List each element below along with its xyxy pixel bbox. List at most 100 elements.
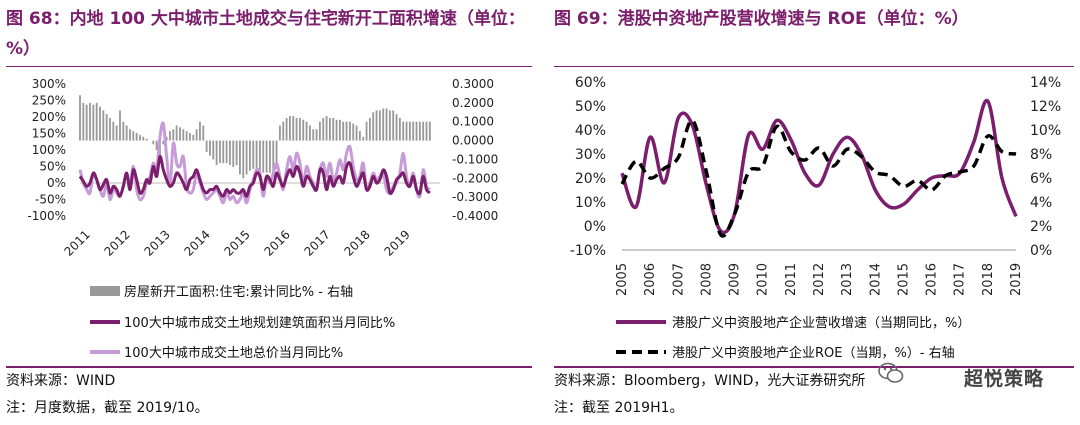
x-axis-tick-label: 2013 [840,263,855,296]
right-axis-tick-label: 14% [1030,75,1061,91]
left-axis-tick-label: 20% [575,171,606,187]
legend-label: 100大中城市成交土地总价当月同比% [124,345,343,361]
right-axis-tick-label: 6% [1030,171,1052,187]
bar [175,125,178,141]
right-axis-tick-label: 10% [1030,123,1061,139]
bar [155,140,158,150]
bar [318,121,321,141]
bar [412,121,415,141]
x-axis-tick-label: 2013 [141,227,172,258]
bar [192,134,195,141]
bar [365,121,368,141]
bar [269,140,271,173]
left-axis-tick-label: -100% [27,209,66,223]
bar [385,108,388,141]
right-figure-panel: 图 69：港股中资地产股营收增速与 ROE（单位：%） 60% 50% 40% 30%… [548,0,1080,425]
x-axis-tick-label: 2018 [981,263,996,296]
bar [375,110,378,141]
left-axis-tick-label: 200% [32,110,66,124]
right-axis-tick-label: 0.2000 [452,96,494,110]
left-axis-tick-label: -50% [35,193,66,207]
bar [105,114,108,141]
bar [402,121,405,141]
left-title-rule [6,66,532,67]
bar [129,129,131,141]
left-axis-tick-label: 300% [32,77,66,91]
bar [85,104,88,141]
x-axis-tick-label: 2006 [643,263,658,296]
bar [418,121,421,141]
bar [265,140,268,173]
bar [222,140,225,164]
bar [378,110,381,141]
x-axis-tick-label: 2014 [868,263,883,296]
bar [172,129,175,141]
bar [189,133,191,141]
bar [335,119,338,141]
legend-label: 港股广义中资股地产企业ROE（当期，%）- 右轴 [672,345,955,361]
bar [162,140,165,145]
left-axis-tick-label: 50% [39,160,66,174]
bar [219,140,221,164]
bar [109,117,111,141]
right-source: 资料来源：Bloomberg，WIND，光大证券研究所 [554,373,866,389]
series-line-revenue-growth [620,98,1018,235]
bar [305,121,308,141]
left-note: 注：月度数据，截至 2019/10。 [6,400,209,416]
right-axis-tick-label: -0.1000 [452,152,498,166]
bar [82,102,85,141]
right-axis-tick-label: 0.3000 [452,77,494,91]
x-axis-tick-label: 2010 [756,263,771,296]
bar [312,129,315,141]
bar [232,140,235,167]
right-axis-tick-label: 8% [1030,147,1052,163]
bar [325,116,328,141]
bar [405,121,408,141]
left-axis-tick-label: -10% [570,243,606,259]
x-axis-tick-label: 2014 [181,227,212,258]
bar [345,121,348,141]
bar [135,133,138,141]
left-axis-tick-label: 100% [32,143,66,157]
bar [132,131,135,141]
left-figure-title: 图 68：内地 100 大中城市土地成交与住宅新开工面积增速（单位：%） [6,9,525,59]
x-axis-tick-label: 2019 [1009,263,1024,296]
bar [348,121,351,141]
bar [315,129,318,141]
wechat-logo-icon [878,362,904,383]
bar [279,125,281,141]
bar [235,140,238,166]
bar [205,140,208,152]
right-chart: 60% 50% 40% 30% 20% 10% 0% -10% 14% 12% 10% 8% 6% 4% 2… [570,75,1061,361]
bar [242,140,245,179]
bar [422,121,425,141]
x-axis-tick-label: 2012 [101,227,132,258]
right-note: 注：截至 2019H1。 [554,400,684,416]
left-figure-panel: 图 68：内地 100 大中城市土地成交与住宅新开工面积增速（单位：%） 300… [6,9,532,416]
bar [99,106,101,141]
bar [259,140,261,171]
left-axis-tick-label: 0% [47,176,66,190]
bar [139,134,141,141]
bar [199,121,201,141]
bar [89,102,91,141]
right-axis-tick-label: 0.1000 [452,115,494,129]
bar [229,140,231,166]
bar [382,108,385,141]
bar [245,140,248,175]
bar [95,102,98,141]
bar [122,121,125,141]
x-axis-tick-label: 2015 [221,227,252,258]
x-axis-tick-label: 2007 [671,263,686,296]
bar [112,121,115,141]
bar [395,114,398,141]
bar [302,119,305,141]
bar [212,140,215,160]
left-axis-tick-label: 40% [575,123,606,139]
bar [428,121,431,141]
bar [182,129,185,141]
bar [285,117,288,141]
right-axis-tick-label: -0.3000 [452,190,498,204]
bar [79,95,81,141]
legend-swatch-bars [90,286,120,296]
